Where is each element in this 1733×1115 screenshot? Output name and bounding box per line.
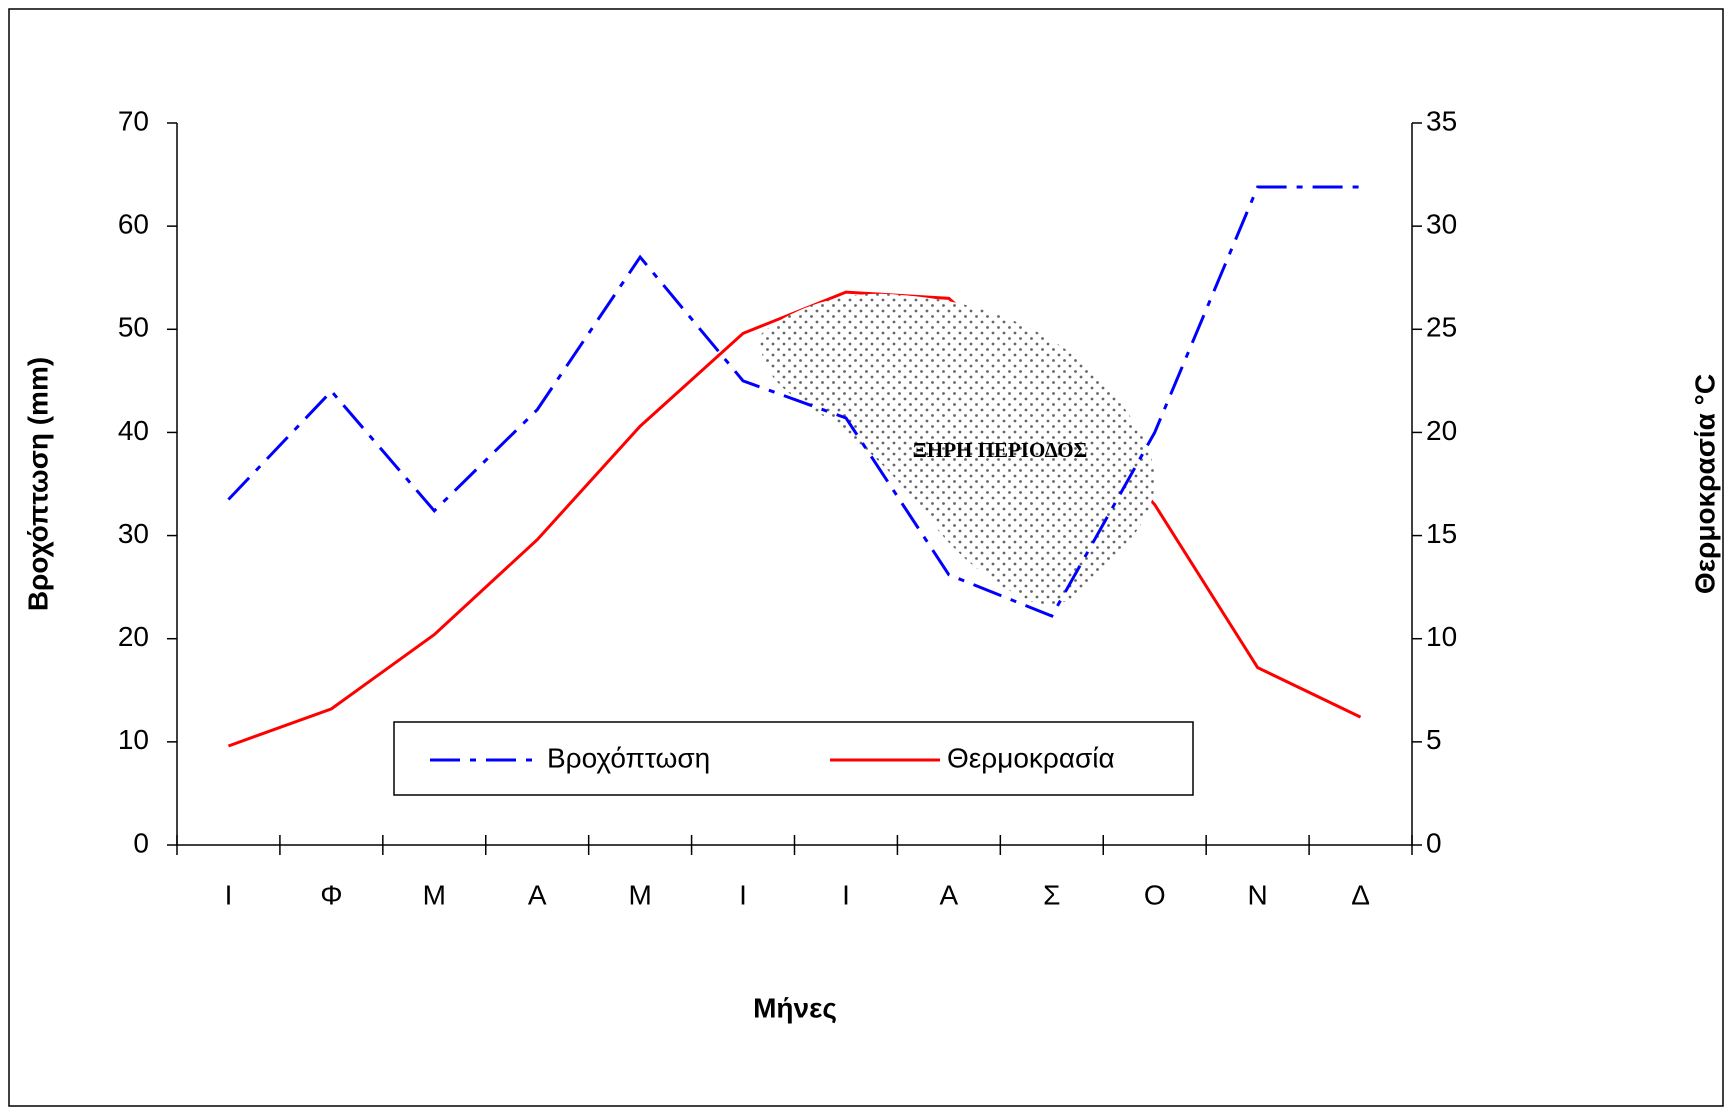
y-axis-label: Βροχόπτωση (mm)	[22, 357, 53, 611]
x-tick-label: Δ	[1351, 879, 1370, 910]
y-tick-label: 50	[118, 312, 149, 343]
y-tick-label: 70	[118, 105, 149, 136]
dry-period-area	[760, 293, 1155, 606]
x-tick-label: Ν	[1248, 879, 1268, 910]
legend-label: Βροχόπτωση	[547, 742, 710, 773]
x-tick-label: Μ	[628, 879, 651, 910]
series-line	[227, 185, 1361, 618]
x-axis-label: Μήνες	[753, 992, 837, 1023]
y2-tick-label: 0	[1426, 827, 1442, 858]
y-tick-label: 0	[133, 827, 149, 858]
x-tick-label: Ι	[225, 879, 233, 910]
y-tick-label: 20	[118, 621, 149, 652]
annotation: ΞΗΡΗ ΠΕΡΙΟΔΟΣ	[913, 438, 1088, 462]
x-tick-label: Α	[940, 879, 959, 910]
x-tick-label: Μ	[423, 879, 446, 910]
y2-tick-label: 20	[1426, 415, 1457, 446]
y2-tick-label: 35	[1426, 105, 1457, 136]
y2-axis-label: Θερμοκρασία °C	[1689, 374, 1720, 594]
legend-label: Θερμοκρασία	[947, 742, 1115, 773]
y-tick-label: 60	[118, 209, 149, 240]
y-tick-label: 40	[118, 415, 149, 446]
y2-tick-label: 15	[1426, 518, 1457, 549]
legend	[393, 721, 1194, 796]
x-tick-label: Α	[528, 879, 547, 910]
y-tick-label: 30	[118, 518, 149, 549]
y2-tick-label: 30	[1426, 209, 1457, 240]
x-tick-label: Φ	[320, 879, 342, 910]
x-tick-label: Ο	[1144, 879, 1166, 910]
x-tick-label: Σ	[1043, 879, 1060, 910]
x-tick-label: Ι	[842, 879, 850, 910]
y2-tick-label: 5	[1426, 724, 1442, 755]
y2-tick-label: 10	[1426, 621, 1457, 652]
y2-tick-label: 25	[1426, 312, 1457, 343]
x-tick-label: Ι	[739, 879, 747, 910]
frame	[8, 8, 1724, 1107]
y-tick-label: 10	[118, 724, 149, 755]
